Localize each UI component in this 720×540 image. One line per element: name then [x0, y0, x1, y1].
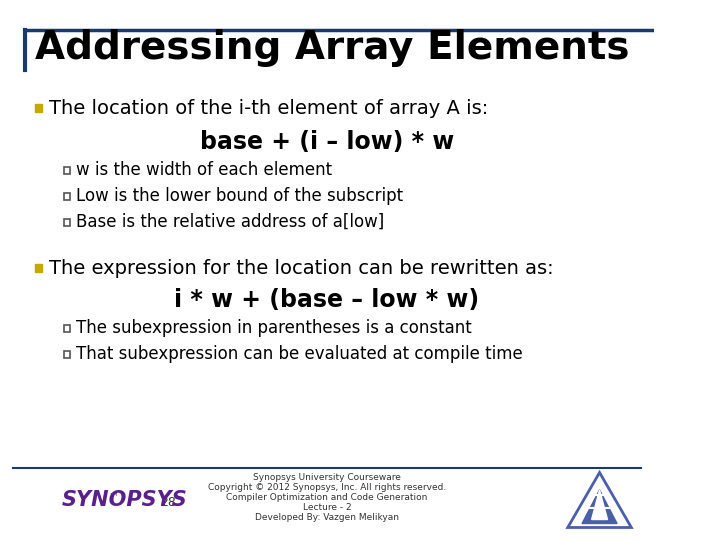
Text: ™: ™ [109, 491, 119, 501]
Text: The location of the i-th element of array A is:: The location of the i-th element of arra… [49, 98, 488, 118]
Bar [35, 104, 42, 112]
Text: That subexpression can be evaluated at compile time: That subexpression can be evaluated at c… [76, 345, 523, 363]
Text: Lecture - 2: Lecture - 2 [302, 503, 351, 512]
Polygon shape [582, 490, 617, 523]
Text: Copyright © 2012 Synopsys, Inc. All rights reserved.: Copyright © 2012 Synopsys, Inc. All righ… [208, 483, 446, 492]
Bar [63, 325, 70, 332]
Text: base + (i – low) * w: base + (i – low) * w [200, 130, 454, 154]
Bar [63, 219, 70, 226]
Text: Base is the relative address of a[low]: Base is the relative address of a[low] [76, 213, 384, 231]
Text: Synopsys University Courseware: Synopsys University Courseware [253, 474, 401, 483]
Polygon shape [592, 490, 608, 519]
Text: The expression for the location can be rewritten as:: The expression for the location can be r… [49, 259, 554, 278]
Bar [35, 264, 42, 272]
Bar [63, 166, 70, 173]
Bar [63, 350, 70, 357]
Text: 28: 28 [160, 496, 176, 509]
Text: w is the width of each element: w is the width of each element [76, 161, 333, 179]
Text: SYNOPSYS: SYNOPSYS [62, 490, 187, 510]
Text: Low is the lower bound of the subscript: Low is the lower bound of the subscript [76, 187, 403, 205]
Text: Addressing Array Elements: Addressing Array Elements [35, 29, 629, 67]
Text: The subexpression in parentheses is a constant: The subexpression in parentheses is a co… [76, 319, 472, 337]
Text: Developed By: Vazgen Melikyan: Developed By: Vazgen Melikyan [255, 514, 399, 523]
Text: i * w + (base – low * w): i * w + (base – low * w) [174, 288, 480, 312]
Text: Compiler Optimization and Code Generation: Compiler Optimization and Code Generatio… [226, 494, 428, 503]
Bar [63, 192, 70, 199]
